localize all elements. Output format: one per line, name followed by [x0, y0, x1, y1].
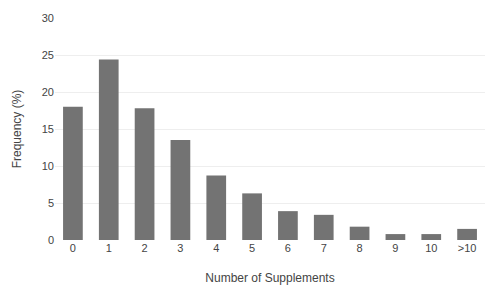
svg-text:4: 4 — [213, 242, 219, 254]
svg-text:10: 10 — [425, 242, 437, 254]
svg-text:>10: >10 — [458, 242, 477, 254]
svg-text:3: 3 — [177, 242, 183, 254]
svg-text:25: 25 — [42, 49, 54, 61]
svg-text:1: 1 — [106, 242, 112, 254]
svg-text:5: 5 — [249, 242, 255, 254]
svg-text:5: 5 — [48, 197, 54, 209]
svg-text:20: 20 — [42, 86, 54, 98]
svg-text:9: 9 — [392, 242, 398, 254]
svg-text:0: 0 — [48, 234, 54, 246]
svg-text:15: 15 — [42, 123, 54, 135]
svg-text:0: 0 — [70, 242, 76, 254]
svg-text:6: 6 — [285, 242, 291, 254]
svg-text:30: 30 — [42, 12, 54, 24]
svg-text:2: 2 — [142, 242, 148, 254]
svg-text:8: 8 — [357, 242, 363, 254]
svg-text:7: 7 — [321, 242, 327, 254]
svg-text:10: 10 — [42, 160, 54, 172]
svg-text:Frequency (%): Frequency (%) — [10, 90, 24, 169]
svg-text:Number of Supplements: Number of Supplements — [205, 271, 334, 285]
